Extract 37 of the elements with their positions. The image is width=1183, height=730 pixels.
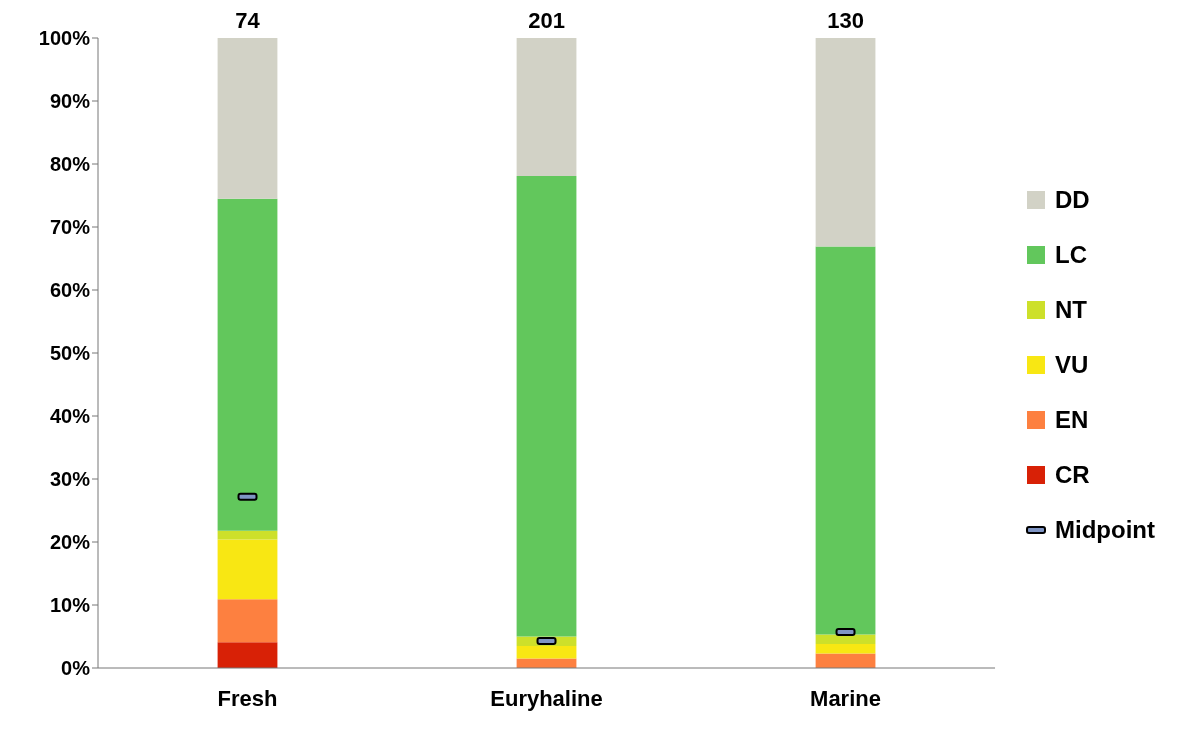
y-tick-label: 60%: [49, 279, 91, 302]
x-tick-label: Fresh: [217, 685, 278, 711]
y-tick-label: 0%: [61, 657, 91, 680]
legend-label: DD: [1055, 186, 1090, 214]
bar: [217, 642, 278, 668]
bar: [217, 599, 278, 643]
annotation: 130: [827, 8, 864, 33]
bar: [516, 175, 577, 637]
bar: [815, 644, 876, 654]
bar: [815, 246, 876, 635]
y-tick-label: 20%: [49, 531, 91, 554]
legend-label: CR: [1055, 461, 1090, 489]
y-tick-label: 90%: [49, 90, 91, 113]
bar: [217, 539, 278, 600]
y-tick-label: 100%: [38, 27, 91, 50]
legend-label: LC: [1055, 241, 1088, 269]
y-tick-label: 70%: [49, 216, 91, 239]
y-tick-label: 80%: [49, 153, 91, 176]
y-tick-label: 50%: [49, 342, 91, 365]
x-tick-label: Euryhaline: [490, 685, 603, 711]
y-tick-label: 30%: [49, 468, 91, 491]
bar: [516, 38, 577, 176]
annotation: 74: [235, 8, 261, 33]
bar: [815, 634, 876, 645]
legend-label: NT: [1055, 296, 1088, 324]
bar: [217, 530, 278, 540]
bar: [815, 38, 876, 247]
x-tick-label: Marine: [810, 685, 881, 711]
legend-label: VU: [1055, 351, 1089, 379]
y-tick-label: 40%: [49, 405, 91, 428]
bar: [217, 198, 278, 531]
legend-label: Midpoint: [1055, 516, 1155, 544]
annotation: 201: [528, 8, 565, 33]
legend-label: EN: [1055, 406, 1089, 434]
bar: [217, 38, 278, 199]
bar: [516, 645, 577, 659]
y-tick-label: 10%: [49, 594, 91, 617]
